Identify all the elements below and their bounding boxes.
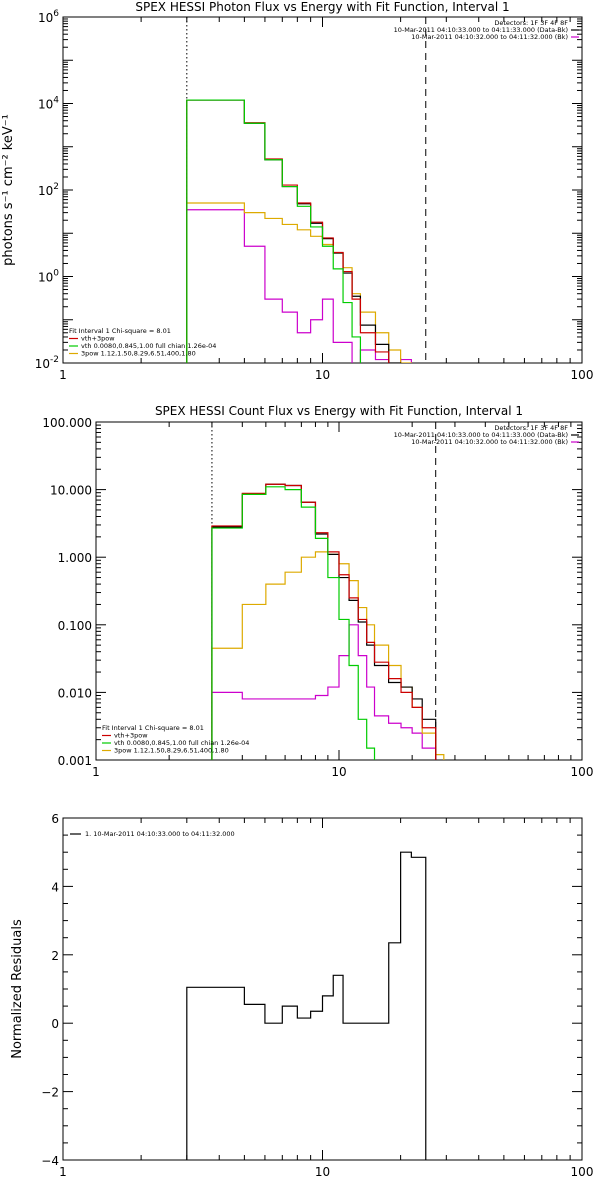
detector-header-line: 10-Mar-2011 04:10:32.000 to 04:11:32.000…: [411, 33, 568, 41]
y-tick-label: 102: [38, 182, 59, 198]
detector-header-line: 10-Mar-2011 04:10:33.000 to 04:11:33.000…: [394, 431, 568, 439]
detector-header-line: Detectors: 1F 3F 4F 8F: [494, 424, 568, 432]
x-tick-label: 100: [571, 765, 594, 779]
detector-header-line: 10-Mar-2011 04:10:32.000 to 04:11:32.000…: [411, 438, 568, 446]
y-tick-label: 100: [38, 269, 59, 285]
y-axis-label: Normalized Residuals: [10, 919, 25, 1059]
y-tick-label: 0.100: [58, 619, 92, 633]
detector-header-line: 10-Mar-2011 04:10:33.000 to 04:11:33.000…: [394, 26, 568, 34]
legend-entry: vth+3pow: [81, 335, 115, 343]
series-line-1: [211, 483, 437, 760]
legend-entry: 3pow 1.12,1.50,8.29,6.51,400,1.80: [81, 350, 196, 358]
y-tick-label: 106: [38, 9, 59, 25]
y-tick-label: 0: [51, 1017, 59, 1031]
x-tick-label: 10: [315, 1165, 330, 1179]
series-line-3: [186, 99, 362, 363]
series-line-2: [211, 483, 437, 760]
y-axis-label: photons s⁻¹ cm⁻² keV⁻¹: [1, 114, 16, 266]
y-tick-label: 0.001: [58, 754, 92, 768]
y-tick-label: 6: [51, 812, 59, 826]
series-line-1: [186, 851, 427, 1160]
x-tick-label: 10: [315, 368, 330, 382]
series-line-1: [186, 99, 402, 363]
y-tick-label: 4: [51, 880, 59, 894]
x-tick-label: 100: [571, 1165, 594, 1179]
series-line-3: [211, 486, 376, 760]
series-line-2: [186, 99, 390, 363]
legend-entry: Fit Interval 1 Chi-square = 8.01: [102, 724, 204, 732]
y-tick-label: 10.000: [50, 484, 92, 498]
x-tick-label: 1: [92, 765, 100, 779]
legend-entry: vth 0.0080,0.845,1.00 full chian 1.26e-0…: [81, 342, 216, 350]
y-tick-label: 1.000: [58, 551, 92, 565]
plot-frame: [62, 817, 583, 1161]
panel-2: SPEX HESSI Count Flux vs Energy with Fit…: [42, 404, 593, 779]
y-tick-label: 104: [38, 96, 59, 112]
legend-entry: vth+3pow: [114, 732, 148, 740]
y-tick-label: 10-2: [35, 355, 59, 371]
y-tick-label: 0.010: [58, 686, 92, 700]
series-group: [211, 483, 445, 760]
x-tick-label: 10: [331, 765, 346, 779]
x-tick-label: 1: [59, 1165, 67, 1179]
legend-entry: 1. 10-Mar-2011 04:10:33.000 to 04:11:32.…: [85, 830, 235, 838]
y-tick-label: −2: [41, 1086, 59, 1100]
panel-1: SPEX HESSI Photon Flux vs Energy with Fi…: [1, 0, 594, 382]
chart-title: SPEX HESSI Photon Flux vs Energy with Fi…: [135, 0, 509, 14]
y-tick-label: 2: [51, 949, 59, 963]
x-tick-label: 1: [59, 368, 67, 382]
series-line-4: [211, 551, 445, 760]
y-tick-label: −4: [41, 1154, 59, 1168]
chart-title: SPEX HESSI Count Flux vs Energy with Fit…: [155, 404, 523, 418]
series-group: [186, 99, 412, 363]
x-tick-label: 100: [571, 368, 594, 382]
y-tick-label: 100.000: [42, 416, 92, 430]
legend-entry: vth 0.0080,0.845,1.00 full chian 1.26e-0…: [114, 739, 249, 747]
panel-3: 1 10 100 −4 −2 0 2 4 6 Normalized Residuals 1. 10-…: [10, 812, 593, 1179]
detector-header-line: Detectors: 1F 3F 4F 8F: [494, 19, 568, 27]
series-line-5: [186, 209, 412, 363]
series-line-5: [211, 624, 437, 760]
series-line-4: [186, 202, 412, 363]
series-group: [186, 851, 427, 1160]
legend-entry: Fit Interval 1 Chi-square = 8.01: [69, 327, 171, 335]
legend-entry: 3pow 1.12,1.50,8.29,6.51,400,1.80: [114, 747, 229, 755]
